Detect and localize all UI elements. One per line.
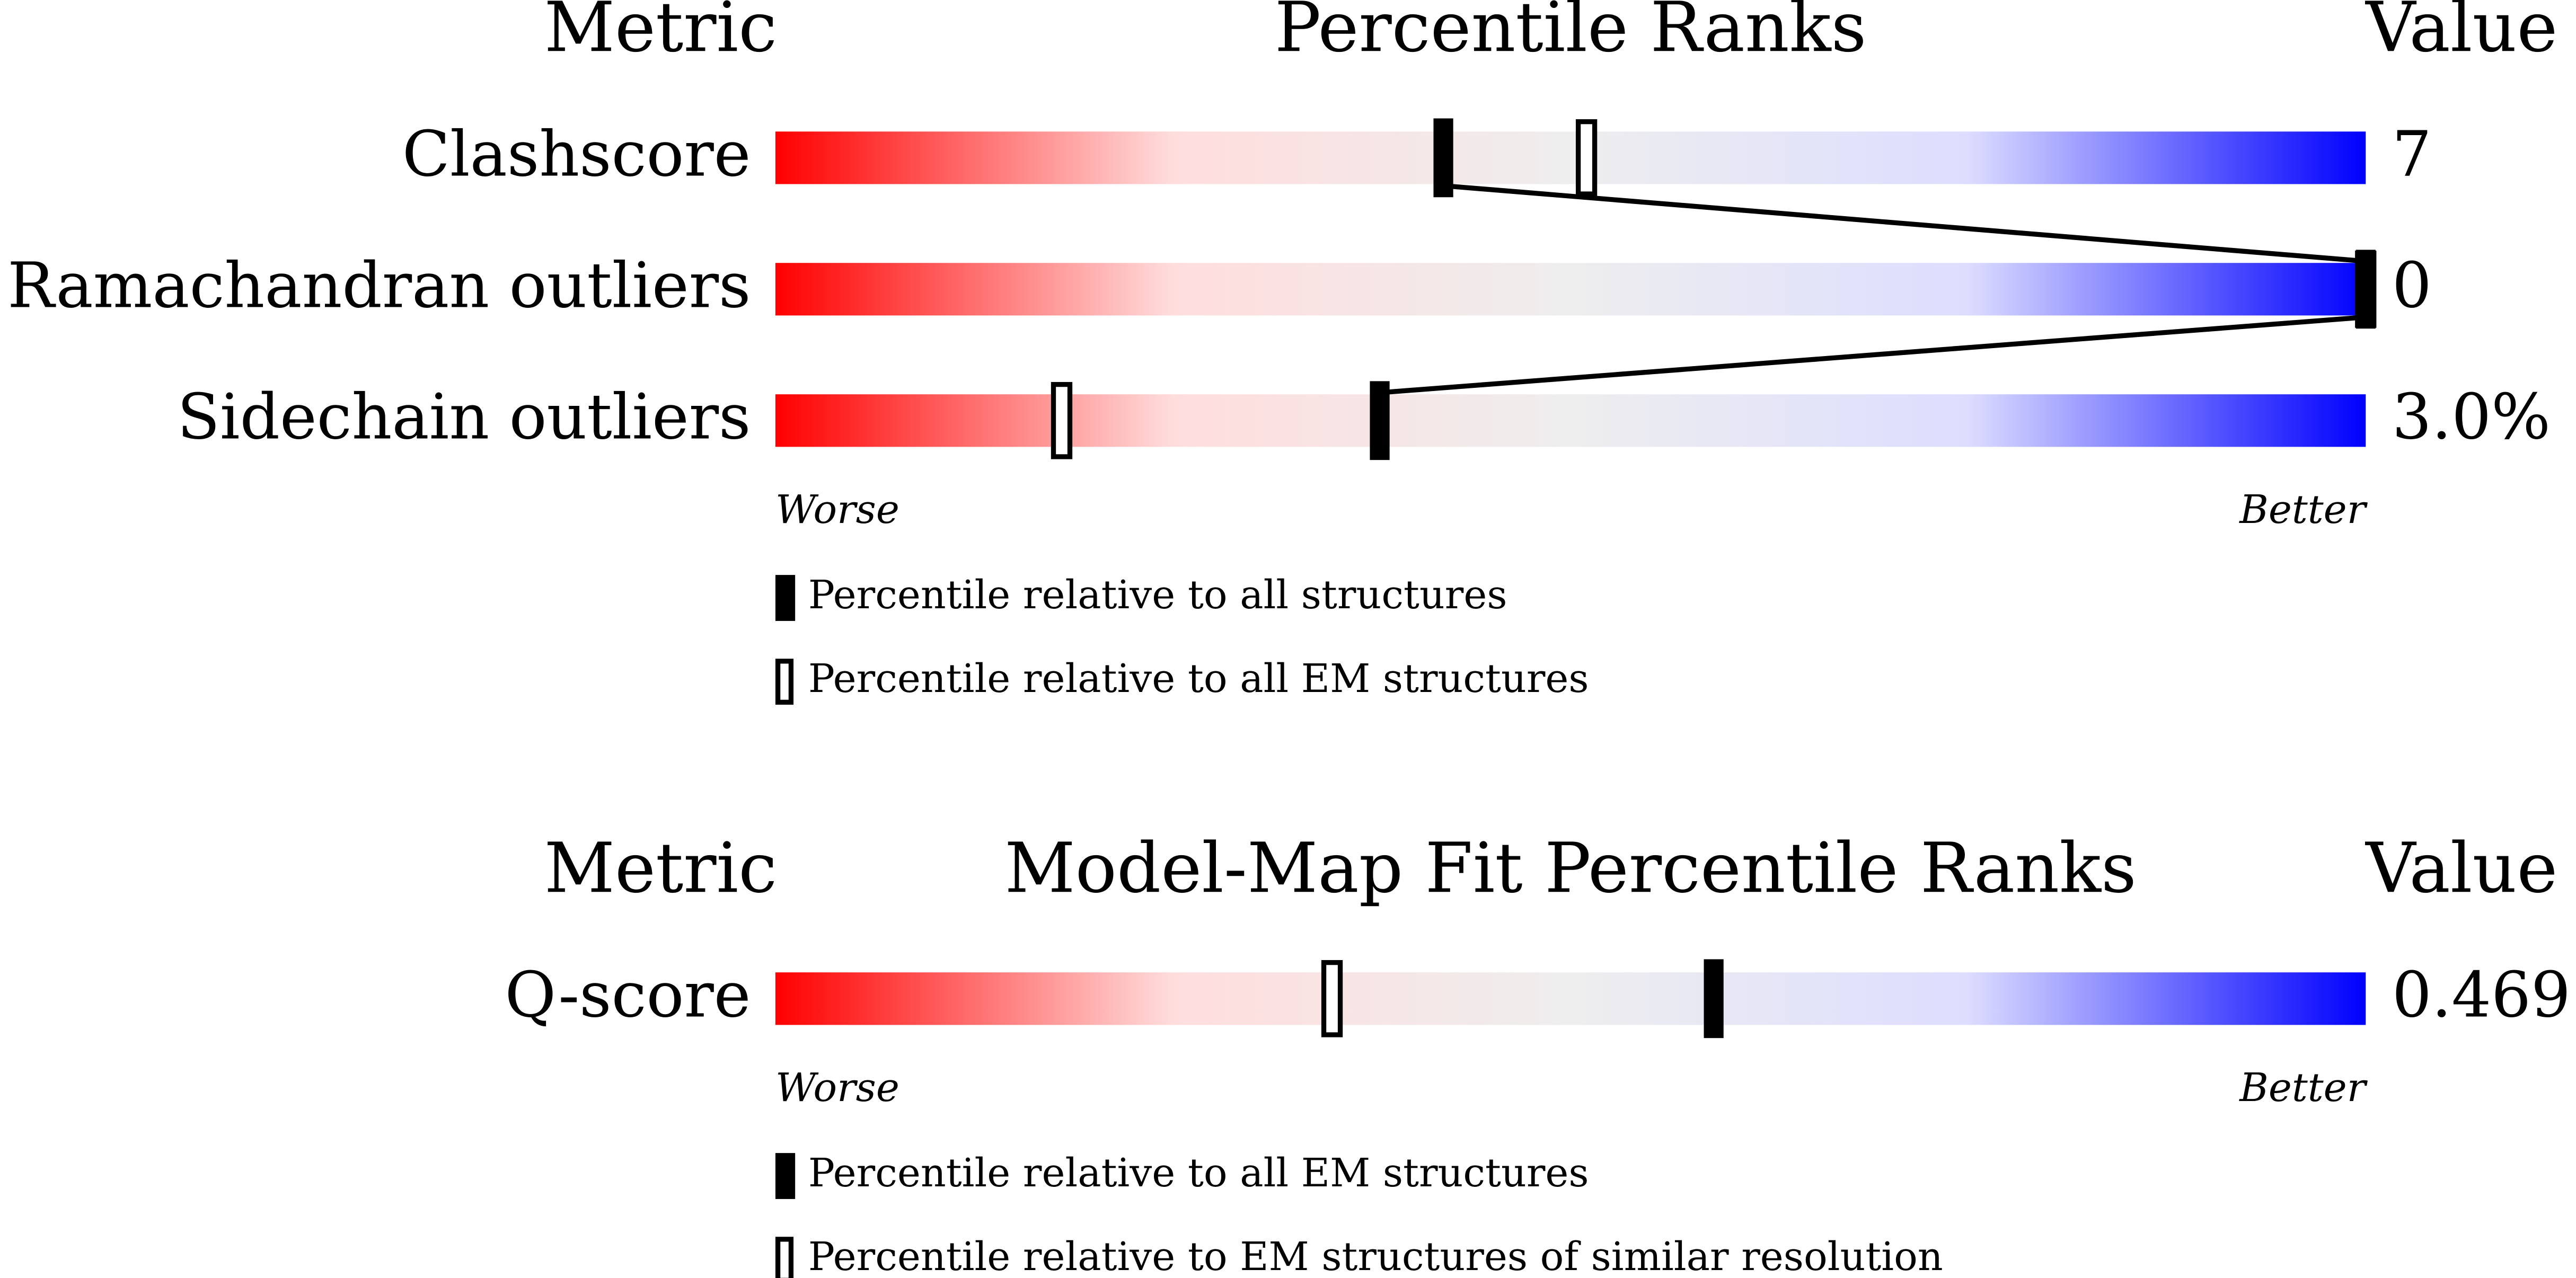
worse-label: Worse bbox=[775, 1064, 899, 1111]
legend-label: Percentile relative to EM structures of … bbox=[808, 1233, 1943, 1278]
percentile-marker bbox=[2356, 250, 2376, 329]
legend-label: Percentile relative to all EM structures bbox=[808, 1150, 1589, 1196]
value-label: 0 bbox=[2392, 249, 2432, 322]
chart-title: Model-Map Fit Percentile Ranks bbox=[1004, 828, 2137, 908]
metric-header: Metric bbox=[544, 0, 777, 67]
percentile-marker-hollow bbox=[1321, 960, 1343, 1037]
better-label: Better bbox=[2238, 1064, 2368, 1111]
bar-track bbox=[775, 263, 2366, 316]
legend-marker-hollow bbox=[775, 659, 794, 705]
legend-marker bbox=[775, 575, 796, 621]
percentile-marker bbox=[1370, 381, 1390, 460]
percentile-marker-hollow bbox=[1575, 119, 1598, 197]
legend-marker bbox=[775, 1153, 796, 1199]
metric-label: Q-score bbox=[505, 958, 751, 1031]
value-header: Value bbox=[2365, 828, 2557, 908]
legend-label: Percentile relative to all structures bbox=[808, 572, 1507, 618]
worse-label: Worse bbox=[775, 486, 899, 532]
bar-track bbox=[775, 131, 2366, 184]
bar-track bbox=[775, 394, 2366, 447]
value-label: 3.0% bbox=[2392, 380, 2551, 453]
metric-label: Ramachandran outliers bbox=[7, 249, 751, 322]
value-label: 0.469 bbox=[2392, 958, 2571, 1031]
percentile-marker bbox=[1433, 118, 1453, 198]
percentile-marker bbox=[1704, 959, 1724, 1039]
metric-label: Sidechain outliers bbox=[177, 380, 751, 453]
value-header: Value bbox=[2365, 0, 2557, 67]
better-label: Better bbox=[2238, 486, 2368, 532]
percentile-marker-hollow bbox=[1051, 381, 1073, 459]
value-label: 7 bbox=[2392, 118, 2432, 191]
chart-title: Percentile Ranks bbox=[1275, 0, 1867, 67]
connector bbox=[1443, 183, 2366, 264]
metric-header: Metric bbox=[544, 828, 777, 908]
metric-label: Clashscore bbox=[402, 118, 751, 191]
bar-track bbox=[775, 972, 2366, 1025]
connector bbox=[1379, 314, 2366, 395]
legend-label: Percentile relative to all EM structures bbox=[808, 655, 1589, 702]
legend-marker-hollow bbox=[775, 1237, 794, 1278]
